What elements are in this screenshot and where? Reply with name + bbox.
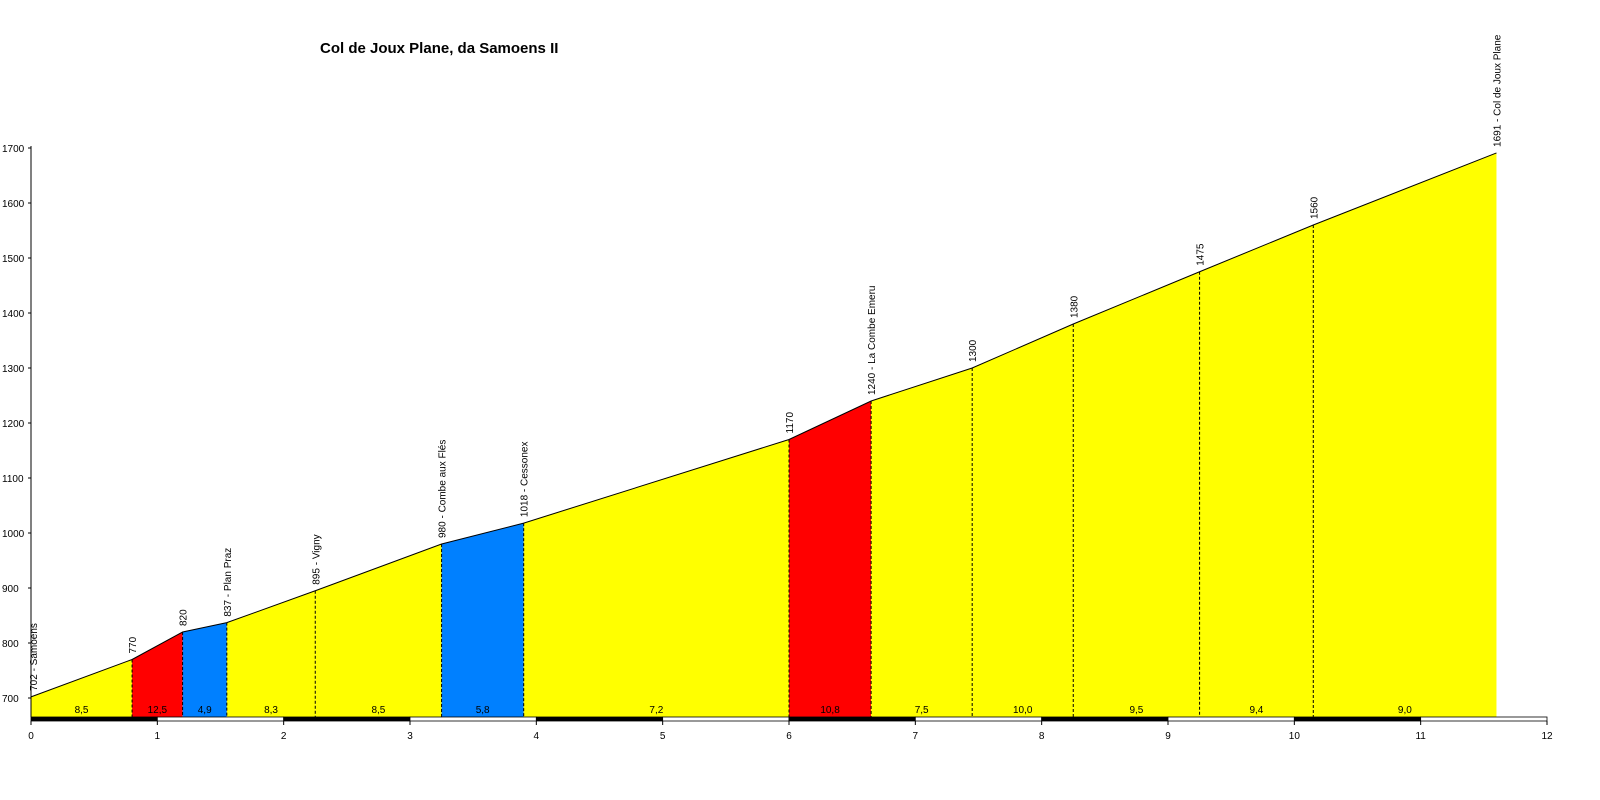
x-tick-label: 3 (407, 731, 413, 742)
y-tick-label: 800 (2, 639, 19, 650)
x-tick-label: 11 (1415, 731, 1426, 742)
grade-labels: 8,5 12,5 4,9 8,3 8,5 5,8 7,2 10,8 7,5 10,0 9,5 9,4 9… (75, 705, 1413, 716)
x-tick-label: 2 (281, 731, 287, 742)
profile-segment (1313, 152, 1497, 717)
km-band (1041, 716, 1169, 722)
profile-segments (31, 152, 1497, 717)
profile-segment (972, 324, 1074, 717)
grade-label: 12,5 (148, 705, 168, 716)
grade-label: 10,0 (1013, 705, 1033, 716)
point-label: 702 - Samoens (29, 623, 40, 691)
km-band (283, 716, 411, 722)
x-tick-label: 12 (1541, 731, 1553, 742)
y-tick-label: 1700 (2, 144, 25, 155)
profile-line (30, 152, 1497, 698)
grade-label: 9,5 (1129, 705, 1143, 716)
point-label: 820 (179, 609, 190, 626)
x-tick-label: 10 (1289, 731, 1301, 742)
segment-dividers (131, 225, 1314, 717)
grade-label: 9,0 (1398, 705, 1412, 716)
y-tick-label: 700 (2, 694, 19, 705)
y-tick-label: 1300 (2, 364, 25, 375)
x-tick-label: 5 (660, 731, 666, 742)
km-band (30, 716, 158, 722)
point-label: 980 - Combe aux Flés (438, 440, 449, 538)
profile-segment (523, 439, 789, 717)
point-labels: 702 - Samoens 770 820 837 - Plan Praz 895 - … (29, 34, 1503, 691)
profile-outline (30, 152, 1497, 698)
y-axis: 700 800 900 1000 1100 1200 1300 1400 1500 1600 170… (2, 144, 32, 717)
point-label: 1691 - Col de Joux Plane (1492, 34, 1503, 147)
point-label: 1475 (1196, 243, 1207, 266)
x-tick-label: 7 (913, 731, 919, 742)
profile-segment (789, 401, 872, 717)
y-tick-label: 1400 (2, 309, 25, 320)
x-tick-label: 6 (786, 731, 792, 742)
km-band (662, 716, 790, 722)
y-tick-label: 1200 (2, 419, 25, 430)
km-band (535, 716, 664, 722)
point-label: 1380 (1069, 295, 1080, 318)
chart-title: Col de Joux Plane, da Samoens II (320, 40, 558, 57)
km-band (914, 716, 1043, 722)
point-label: 837 - Plan Praz (223, 548, 234, 617)
y-tick-label: 1600 (2, 199, 25, 210)
profile-segment (871, 368, 973, 717)
grade-label: 10,8 (820, 705, 840, 716)
grade-label: 5,8 (476, 705, 490, 716)
grade-label: 8,5 (371, 705, 385, 716)
profile-segment (132, 632, 183, 717)
x-tick-label: 1 (155, 731, 161, 742)
y-tick-label: 1000 (2, 529, 25, 540)
profile-segment (441, 523, 524, 717)
point-label: 770 (128, 636, 139, 653)
profile-segment (1073, 271, 1200, 717)
point-label: 895 - Vigny (311, 534, 322, 584)
km-band (788, 716, 916, 722)
profile-segment (315, 544, 442, 717)
point-label: 1018 - Cessonex (520, 441, 531, 517)
point-label: 1240 - La Combe Emeru (867, 285, 878, 395)
point-label: 1170 (785, 412, 796, 434)
km-band (156, 716, 285, 722)
point-label: 1560 (1309, 196, 1320, 219)
point-label: 1300 (968, 339, 979, 362)
x-tick-label: 8 (1039, 731, 1045, 742)
grade-label: 7,2 (649, 705, 663, 716)
km-band (1167, 716, 1295, 722)
grade-label: 7,5 (915, 705, 929, 716)
grade-label: 8,3 (264, 705, 278, 716)
x-axis: 0 1 2 3 4 5 6 7 8 9 10 11 12 (28, 716, 1553, 742)
x-tick-label: 0 (28, 731, 34, 742)
grade-label: 4,9 (198, 705, 212, 716)
profile-segment (31, 659, 133, 717)
y-tick-label: 900 (2, 584, 19, 595)
y-tick-label: 1500 (2, 254, 25, 265)
km-band (409, 716, 537, 722)
profile-segment (226, 590, 316, 717)
grade-label: 9,4 (1249, 705, 1263, 716)
x-tick-label: 9 (1165, 731, 1171, 742)
y-tick-label: 1100 (2, 474, 24, 485)
km-band (1420, 716, 1548, 722)
x-tick-label: 4 (534, 731, 540, 742)
profile-segment (182, 622, 227, 717)
profile-segment (1199, 225, 1314, 717)
grade-label: 8,5 (75, 705, 89, 716)
km-band (1293, 716, 1422, 722)
